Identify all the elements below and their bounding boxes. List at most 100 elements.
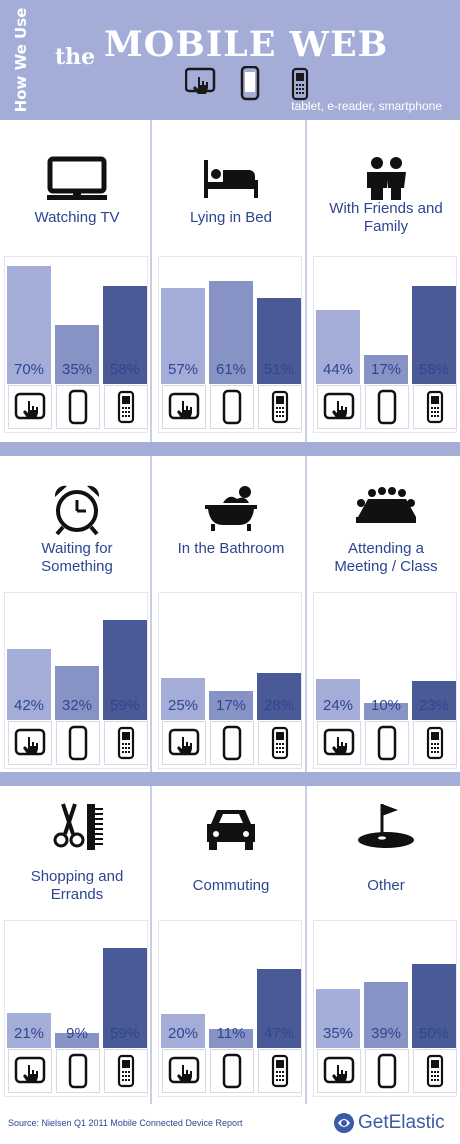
smartphone-device-icon bbox=[413, 385, 457, 429]
value-label: 57% bbox=[167, 361, 199, 378]
device-icons-header bbox=[185, 66, 309, 101]
smartphone-device-icon bbox=[258, 721, 302, 765]
header-title: MOBILE WEB bbox=[104, 24, 389, 65]
value-label: 17% bbox=[215, 697, 247, 714]
bar-tablet bbox=[7, 649, 51, 720]
column-divider bbox=[150, 120, 152, 442]
smartphone-device-icon bbox=[104, 721, 148, 765]
category-label: Other bbox=[367, 877, 405, 894]
bar-tablet bbox=[316, 310, 360, 384]
car-icon bbox=[207, 810, 255, 850]
category-label: With Friends and Family bbox=[329, 200, 443, 235]
category-label: Commuting bbox=[192, 877, 270, 894]
logo-icon bbox=[334, 1113, 354, 1133]
category-label: Waiting for Something bbox=[41, 540, 113, 575]
bar-smartphone bbox=[412, 964, 456, 1048]
category-label: Attending a Meeting / Class bbox=[334, 540, 438, 575]
category-chart: 70% 35% 58% bbox=[4, 256, 148, 433]
scissors-comb-icon bbox=[53, 803, 103, 850]
e-reader-device-icon bbox=[56, 1049, 100, 1093]
smartphone-device-icon bbox=[413, 721, 457, 765]
value-label: 47% bbox=[263, 1025, 295, 1042]
section-divider bbox=[0, 442, 460, 456]
smartphone-device-icon bbox=[258, 385, 302, 429]
e-reader-device-icon bbox=[365, 1049, 409, 1093]
value-label: 58% bbox=[109, 361, 141, 378]
category-cell: Waiting for Something 42% 32% 59% bbox=[0, 456, 154, 776]
category-chart: 35% 39% 50% bbox=[313, 920, 457, 1097]
bathtub-icon bbox=[205, 486, 257, 531]
bar-e-reader bbox=[364, 355, 408, 384]
bar-smartphone bbox=[412, 681, 456, 720]
tablet-device-icon bbox=[8, 385, 52, 429]
e-reader-device-icon bbox=[210, 721, 254, 765]
value-label: 58% bbox=[418, 361, 450, 378]
section-divider bbox=[0, 772, 460, 786]
header: How We Use the MOBILE WEB tablet, e-read… bbox=[0, 0, 460, 120]
value-label: 59% bbox=[109, 697, 141, 714]
bar-e-reader bbox=[209, 1029, 253, 1048]
column-divider bbox=[305, 786, 307, 1104]
tablet-icon bbox=[185, 67, 216, 94]
e-reader-icon bbox=[240, 66, 260, 101]
bar-e-reader bbox=[209, 691, 253, 720]
value-label: 35% bbox=[61, 361, 93, 378]
category-chart: 44% 17% 58% bbox=[313, 256, 457, 433]
value-label: 61% bbox=[215, 361, 247, 378]
e-reader-device-icon bbox=[365, 385, 409, 429]
smartphone-device-icon bbox=[104, 385, 148, 429]
tablet-device-icon bbox=[317, 721, 361, 765]
category-cell: With Friends and Family 44% 17% 58% bbox=[309, 120, 460, 440]
value-label: 20% bbox=[167, 1025, 199, 1042]
value-label: 21% bbox=[13, 1025, 45, 1042]
value-label: 35% bbox=[322, 1025, 354, 1042]
tablet-device-icon bbox=[8, 721, 52, 765]
value-label: 25% bbox=[167, 697, 199, 714]
value-label: 10% bbox=[370, 697, 402, 714]
tablet-device-icon bbox=[8, 1049, 52, 1093]
category-label: Shopping and Errands bbox=[30, 868, 124, 903]
bar-tablet bbox=[161, 678, 205, 720]
value-label: 11% bbox=[216, 1025, 246, 1042]
tablet-device-icon bbox=[162, 1049, 206, 1093]
bar-tablet bbox=[7, 266, 51, 384]
category-cell: Commuting 20% 11% 47% bbox=[154, 786, 308, 1106]
value-label: 59% bbox=[109, 1025, 141, 1042]
category-cell: Other 35% 39% 50% bbox=[309, 786, 460, 1106]
category-label: In the Bathroom bbox=[177, 540, 285, 557]
smartphone-device-icon bbox=[413, 1049, 457, 1093]
bar-tablet bbox=[7, 1013, 51, 1048]
category-chart: 42% 32% 59% bbox=[4, 592, 148, 769]
value-label: 9% bbox=[66, 1025, 88, 1042]
bar-tablet bbox=[316, 679, 360, 720]
bar-tablet bbox=[161, 288, 205, 384]
e-reader-device-icon bbox=[210, 1049, 254, 1093]
category-chart: 57% 61% 51% bbox=[158, 256, 302, 433]
value-label: 42% bbox=[13, 697, 45, 714]
bar-tablet bbox=[316, 989, 360, 1048]
value-label: 23% bbox=[418, 697, 450, 714]
category-chart: 21% 9% 59% bbox=[4, 920, 148, 1097]
bar-smartphone bbox=[257, 298, 301, 384]
column-divider bbox=[305, 120, 307, 442]
smartphone-icon bbox=[291, 67, 309, 101]
column-divider bbox=[150, 786, 152, 1104]
bar-e-reader bbox=[364, 982, 408, 1048]
category-label: Lying in Bed bbox=[189, 209, 272, 226]
bar-smartphone bbox=[257, 673, 301, 720]
header-side-text: How We Use bbox=[12, 7, 30, 113]
bar-e-reader bbox=[209, 281, 253, 384]
getelastic-logo: GetElastic bbox=[332, 1110, 456, 1136]
tablet-device-icon bbox=[162, 385, 206, 429]
bar-smartphone bbox=[103, 948, 147, 1048]
value-label: 39% bbox=[370, 1025, 402, 1042]
value-label: 28% bbox=[263, 697, 295, 714]
bar-e-reader bbox=[55, 666, 99, 720]
e-reader-device-icon bbox=[56, 385, 100, 429]
category-chart: 24% 10% 23% bbox=[313, 592, 457, 769]
value-label: 24% bbox=[322, 697, 354, 714]
tablet-device-icon bbox=[317, 385, 361, 429]
smartphone-device-icon bbox=[104, 1049, 148, 1093]
value-label: 70% bbox=[13, 361, 45, 378]
bar-smartphone bbox=[103, 620, 147, 720]
